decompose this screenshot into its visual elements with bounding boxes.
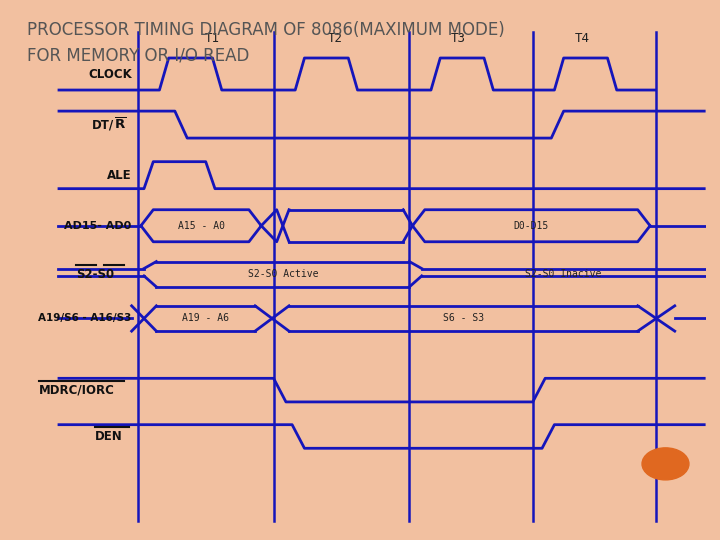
Text: ALE: ALE <box>107 168 132 181</box>
Text: FOR MEMORY OR I/O READ: FOR MEMORY OR I/O READ <box>27 46 249 65</box>
Text: S6 - S3: S6 - S3 <box>443 313 484 323</box>
Text: CLOCK: CLOCK <box>88 68 132 80</box>
Text: S2-S0 Inacive: S2-S0 Inacive <box>526 269 602 279</box>
Text: A15 - A0: A15 - A0 <box>178 221 225 231</box>
Text: AD15- AD0: AD15- AD0 <box>64 221 132 231</box>
Text: S2-S0: S2-S0 <box>76 268 114 281</box>
Text: MDRC/IORC: MDRC/IORC <box>39 383 115 396</box>
Text: DT/: DT/ <box>92 118 114 131</box>
Text: D0-D15: D0-D15 <box>513 221 549 231</box>
Text: DEN: DEN <box>94 430 122 443</box>
Text: PROCESSOR TIMING DIAGRAM OF 8086(MAXIMUM MODE): PROCESSOR TIMING DIAGRAM OF 8086(MAXIMUM… <box>27 22 505 39</box>
Text: T4: T4 <box>575 32 590 45</box>
Circle shape <box>642 448 689 480</box>
Text: $\mathbf{\overline{R}}$: $\mathbf{\overline{R}}$ <box>114 117 127 132</box>
Text: T2: T2 <box>328 32 343 45</box>
Text: S2-S0 Active: S2-S0 Active <box>248 269 318 279</box>
Text: A19/S6 - A16/S3: A19/S6 - A16/S3 <box>38 313 132 323</box>
Text: T3: T3 <box>451 32 467 45</box>
Text: A19 - A6: A19 - A6 <box>182 313 229 323</box>
Text: T1: T1 <box>204 32 220 45</box>
